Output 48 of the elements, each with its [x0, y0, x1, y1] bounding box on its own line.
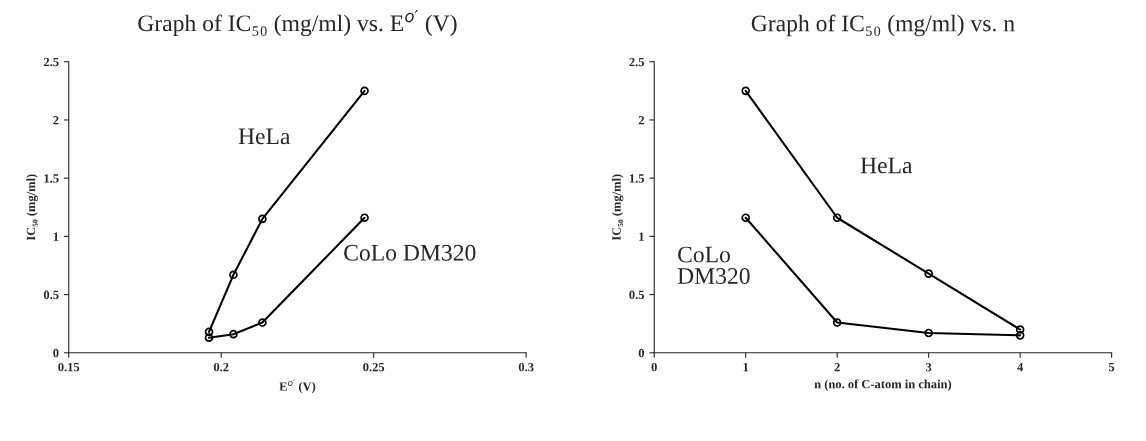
point	[360, 86, 369, 96]
point	[258, 318, 267, 327]
x-tick-label: 4	[1017, 362, 1024, 372]
point	[832, 318, 842, 327]
series-label: HeLa	[238, 128, 291, 145]
y-axis-title: IC₅₀ (mg/ml)	[611, 174, 624, 241]
y-tick-label: 0.5	[629, 290, 645, 300]
point	[204, 327, 214, 337]
point	[360, 213, 369, 223]
x-tick-label: 2	[834, 362, 840, 372]
point	[229, 270, 238, 280]
y-tick-label: 2.5	[629, 57, 645, 67]
chart-title: Graph of IC₅₀ (mg/ml) vs. n	[751, 14, 1015, 37]
x-tick-label: 0.25	[363, 362, 385, 372]
x-tick-label: 0.15	[58, 362, 80, 372]
x-tick-label: 0.3	[518, 362, 534, 372]
point	[832, 213, 842, 223]
y-tick-label: 2.5	[43, 57, 59, 67]
x-tick-label: 5	[1108, 363, 1115, 372]
point	[1015, 331, 1025, 340]
x-axis-title: n (no. of C-atom in chain)	[814, 379, 952, 391]
x-tick-label: 0	[651, 362, 657, 372]
series-label: CoLo DM320	[344, 244, 476, 261]
y-tick-label: 2	[53, 116, 59, 125]
y-tick-label: 0.5	[43, 290, 59, 300]
y-axis-title: IC₅₀ (mg/ml)	[26, 174, 38, 241]
point	[204, 333, 214, 342]
point	[741, 86, 751, 96]
point	[924, 328, 933, 338]
x-tick-label: 1	[743, 362, 749, 372]
y-tick-label: 2	[638, 116, 644, 125]
point	[258, 214, 267, 224]
x-tick-label: 0.2	[213, 362, 229, 372]
y-tick-label: 1.5	[44, 174, 59, 183]
point	[1015, 325, 1025, 334]
x-axis-title: E$^{o′}$ (V)	[279, 379, 316, 394]
point	[924, 269, 933, 278]
y-tick-label: 0	[638, 348, 645, 358]
series-label: HeLa	[860, 157, 913, 174]
y-tick-label: 1	[53, 232, 59, 241]
y-tick-label: 1	[639, 232, 644, 241]
point	[741, 213, 751, 223]
series-label: CoLo DM320	[677, 246, 750, 284]
y-tick-label: 0	[53, 348, 59, 358]
chart-title: Graph of IC₅₀ (mg/ml) vs. E$^{o′}$ (V)	[138, 9, 457, 37]
y-tick-label: 1.5	[629, 174, 645, 183]
point	[229, 329, 238, 339]
x-tick-label: 3	[926, 362, 932, 372]
